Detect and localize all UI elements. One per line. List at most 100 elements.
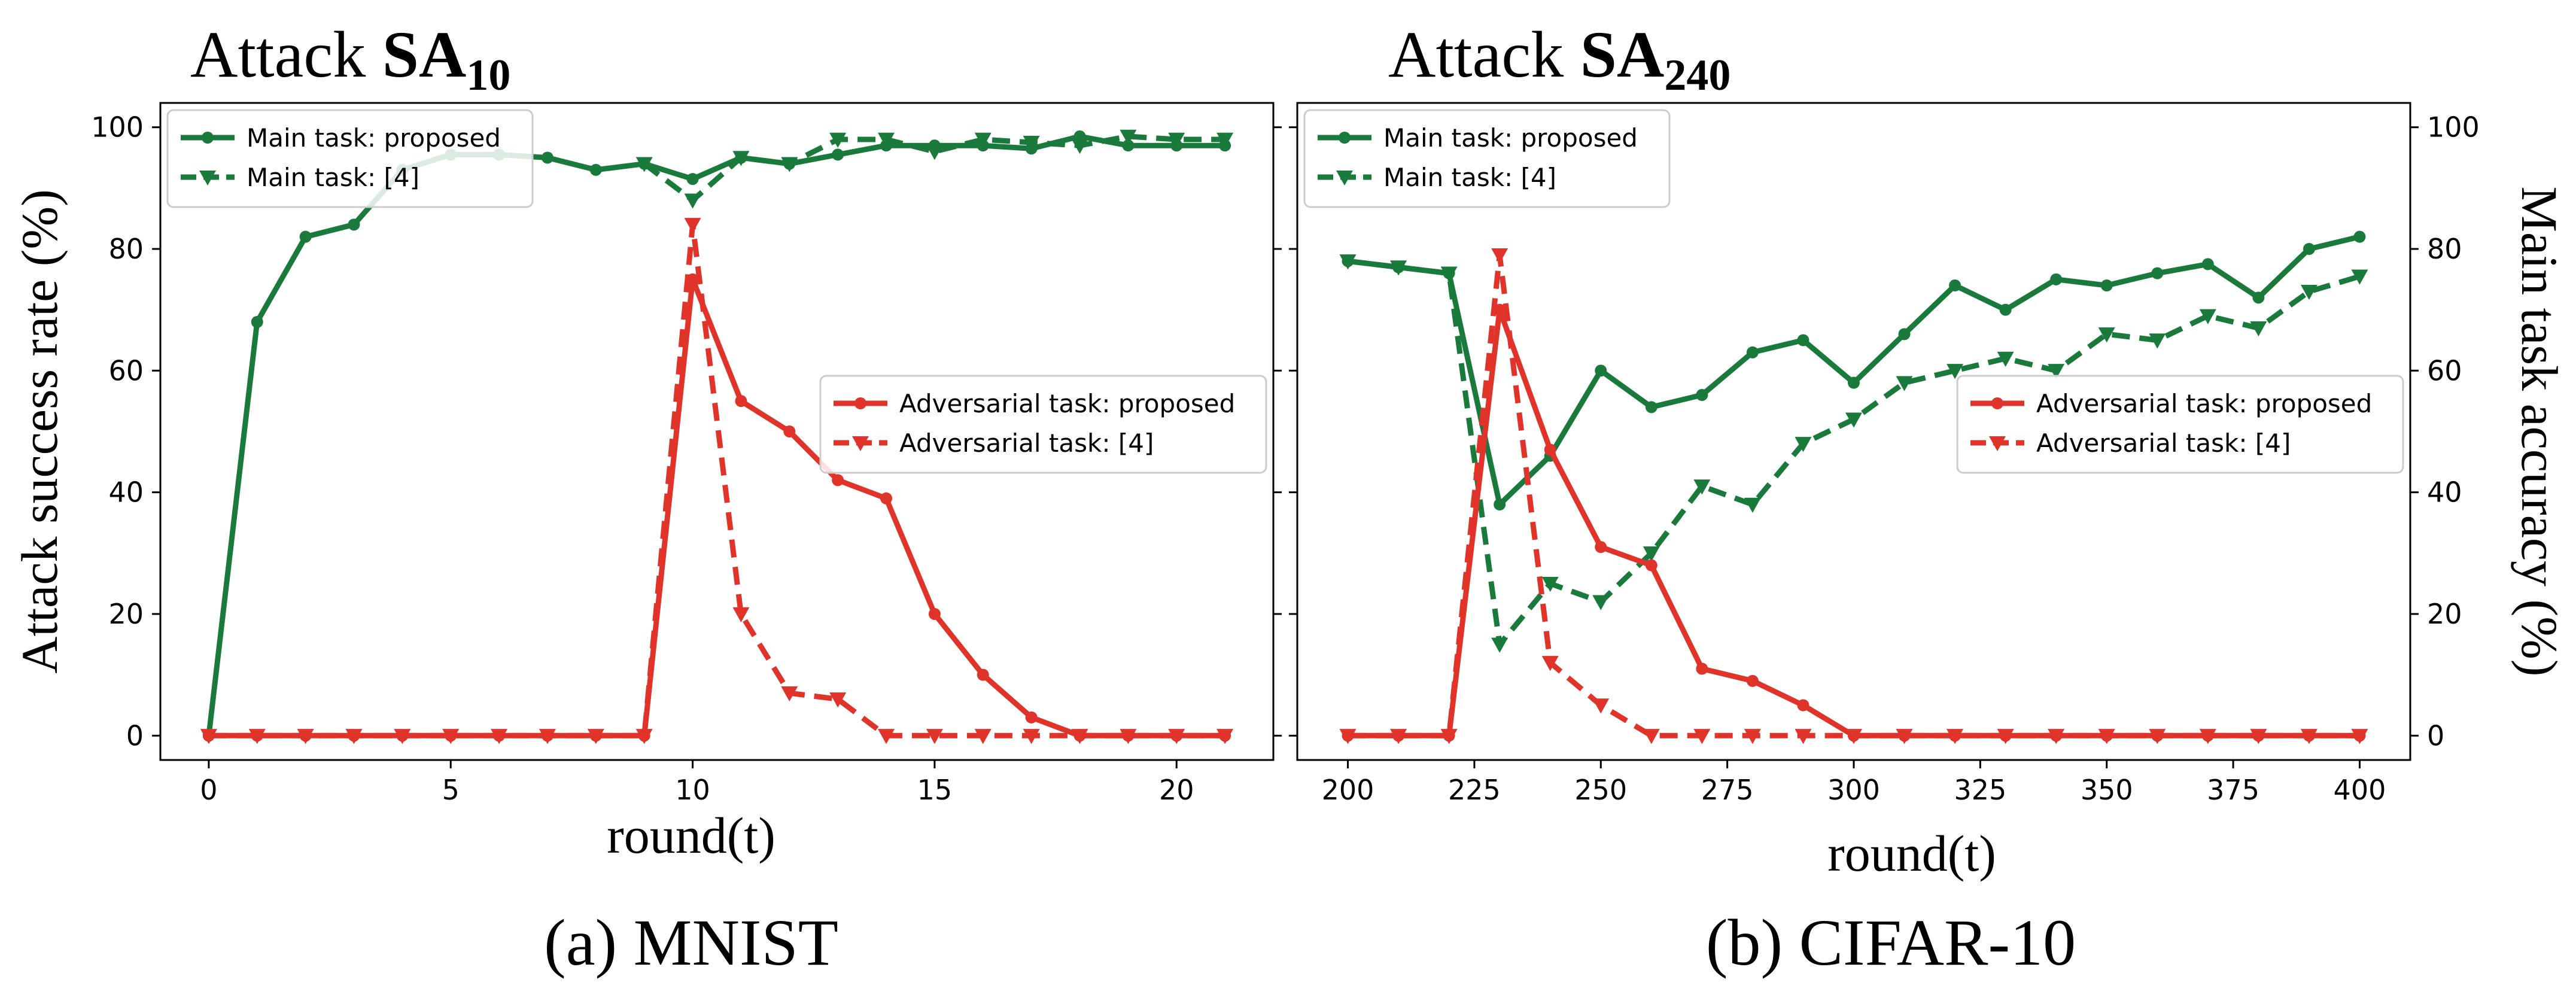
data-point bbox=[732, 607, 750, 622]
data-point bbox=[1795, 729, 1812, 744]
data-point bbox=[1595, 364, 1607, 377]
data-point bbox=[2048, 364, 2065, 379]
legend-entry-label: Adversarial task: [4] bbox=[899, 428, 1154, 458]
data-point bbox=[1795, 437, 1812, 452]
data-point bbox=[1845, 729, 1862, 744]
data-point bbox=[2300, 284, 2318, 300]
y-axis-label: Attack success rate (%) bbox=[11, 189, 68, 673]
data-point bbox=[2151, 267, 2164, 279]
data-point bbox=[297, 729, 314, 744]
data-point bbox=[1494, 498, 1506, 510]
data-point bbox=[1339, 729, 1357, 744]
x-tick-label: 20 bbox=[1159, 774, 1194, 806]
data-point bbox=[1440, 266, 1458, 282]
data-point bbox=[589, 163, 602, 176]
x-axis-label: round(t) bbox=[1827, 825, 1996, 882]
data-point bbox=[880, 492, 893, 504]
data-point bbox=[2351, 729, 2368, 744]
legend-marker bbox=[199, 171, 216, 186]
data-point bbox=[1693, 479, 1711, 495]
data-point bbox=[1896, 376, 1913, 391]
data-point bbox=[1120, 129, 1137, 145]
data-point bbox=[2050, 273, 2063, 285]
legend-entry-label: Adversarial task: proposed bbox=[899, 389, 1235, 418]
data-point bbox=[1544, 443, 1556, 456]
y-tick-label: 60 bbox=[108, 354, 144, 387]
figure-caption: (a) MNIST bbox=[544, 906, 838, 979]
data-point bbox=[2351, 269, 2368, 285]
data-point bbox=[1845, 412, 1862, 428]
legend-entry-label: Main task: proposed bbox=[1383, 123, 1638, 153]
data-point bbox=[2252, 291, 2265, 304]
series-adversarial-proposed bbox=[202, 273, 1231, 742]
legend-entry-label: Main task: [4] bbox=[247, 163, 419, 192]
data-point bbox=[1592, 698, 1610, 714]
data-point bbox=[686, 173, 699, 186]
x-axis-label: round(t) bbox=[607, 807, 775, 864]
data-point bbox=[1898, 328, 1911, 341]
data-point bbox=[1168, 729, 1185, 744]
series-adversarial-proposed bbox=[1342, 303, 2366, 742]
data-point bbox=[1744, 497, 1761, 513]
legend-marker bbox=[202, 132, 214, 144]
data-point bbox=[1120, 729, 1137, 744]
x-tick-label: 225 bbox=[1448, 774, 1501, 806]
data-point bbox=[974, 132, 992, 148]
data-point bbox=[781, 686, 798, 702]
data-point bbox=[2199, 729, 2216, 744]
data-point bbox=[977, 668, 989, 681]
x-tick-label: 400 bbox=[2334, 774, 2386, 806]
data-point bbox=[2100, 279, 2113, 291]
data-point bbox=[1643, 546, 1660, 562]
data-point bbox=[2199, 309, 2216, 324]
data-point bbox=[1997, 729, 2014, 744]
data-point bbox=[1023, 729, 1040, 744]
series-line bbox=[208, 221, 1225, 738]
data-point bbox=[926, 145, 943, 160]
title-base: SA bbox=[382, 18, 467, 91]
x-tick-label: 375 bbox=[2207, 774, 2259, 806]
x-tick-label: 275 bbox=[1701, 774, 1754, 806]
data-point bbox=[2303, 243, 2315, 255]
x-tick-label: 15 bbox=[917, 774, 953, 806]
series-main-proposed bbox=[1342, 230, 2366, 510]
data-point bbox=[926, 729, 943, 744]
title-base: SA bbox=[1580, 18, 1665, 91]
y-tick-label: 40 bbox=[108, 476, 144, 509]
y-tick-label: 60 bbox=[2427, 354, 2462, 387]
x-tick-label: 325 bbox=[1954, 774, 2006, 806]
data-point bbox=[1947, 364, 1964, 379]
y-tick-label: 100 bbox=[91, 111, 144, 144]
data-point bbox=[832, 148, 844, 161]
plot-frame bbox=[159, 102, 1275, 761]
data-point bbox=[2149, 729, 2166, 744]
data-point bbox=[2201, 258, 2214, 270]
series-adversarial-baseline bbox=[200, 218, 1234, 744]
data-point bbox=[248, 729, 266, 744]
y-tick-label: 0 bbox=[126, 719, 144, 752]
data-point bbox=[2098, 327, 2115, 343]
data-point bbox=[1023, 135, 1040, 151]
data-point bbox=[299, 230, 312, 243]
y-tick-label: 80 bbox=[2427, 233, 2462, 265]
data-point bbox=[1491, 637, 1509, 653]
legend-box bbox=[1956, 375, 2404, 474]
data-point bbox=[2149, 333, 2166, 349]
y-tick-label: 40 bbox=[2427, 476, 2462, 509]
data-point bbox=[1746, 346, 1759, 358]
series-main-baseline bbox=[1339, 254, 2368, 653]
x-tick-label: 200 bbox=[1322, 774, 1374, 806]
data-point bbox=[732, 151, 750, 166]
data-point bbox=[783, 425, 796, 437]
data-point bbox=[1696, 389, 1708, 401]
data-point bbox=[1592, 595, 1610, 610]
data-point bbox=[1595, 541, 1607, 554]
data-point bbox=[1025, 711, 1038, 723]
data-point bbox=[1071, 729, 1088, 744]
y-tick-label: 80 bbox=[108, 233, 144, 265]
data-point bbox=[1645, 559, 1657, 571]
x-tick-label: 5 bbox=[442, 774, 460, 806]
legend-marker bbox=[852, 436, 869, 451]
data-point bbox=[348, 218, 360, 231]
